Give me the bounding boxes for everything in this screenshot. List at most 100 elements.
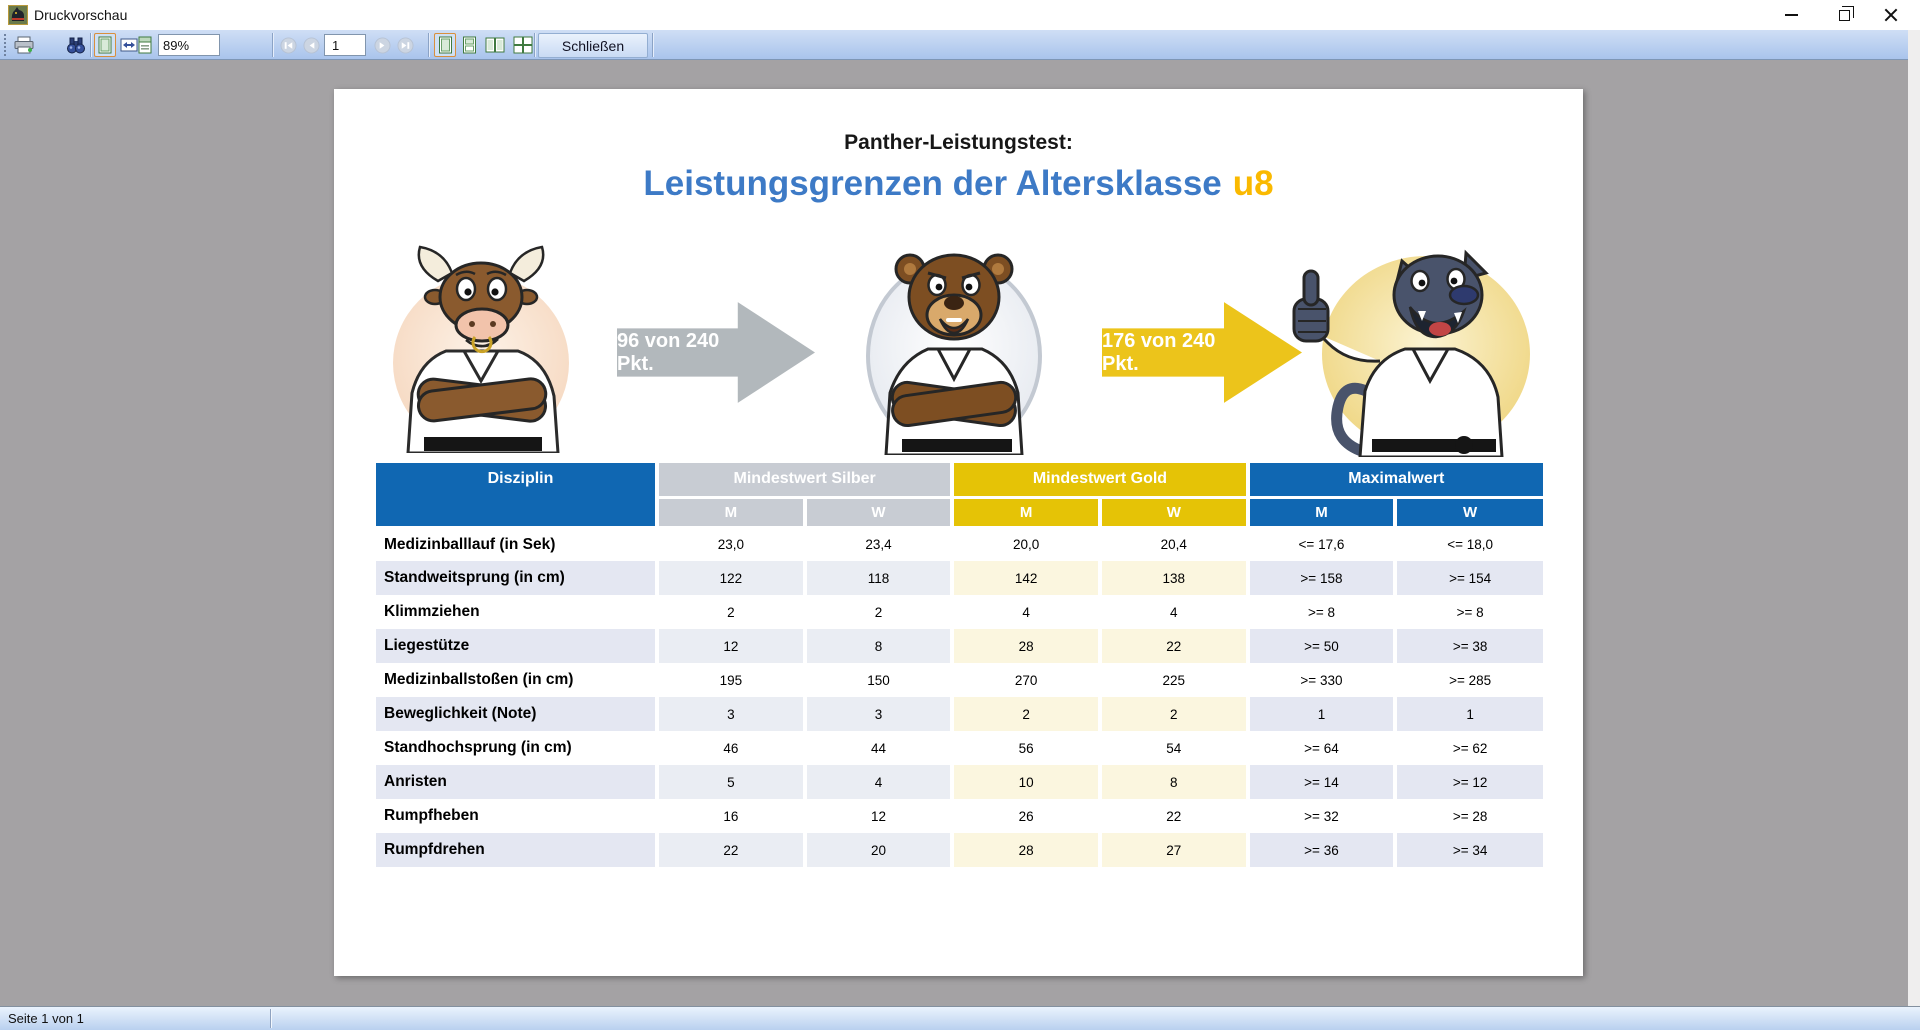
cell: >= 36 (1247, 833, 1398, 867)
cell: 20 (804, 833, 955, 867)
cell: 118 (804, 561, 955, 595)
cell: >= 34 (1395, 833, 1543, 867)
app-panther-icon (8, 5, 28, 25)
gold-points-label: 176 von 240 Pkt. (1102, 329, 1216, 375)
layout-two-pages-button[interactable] (458, 33, 480, 57)
table-row: Rumpfdrehen 22 20 28 27 >= 36 >= 34 (376, 833, 1543, 867)
first-page-icon (279, 36, 297, 54)
previous-page-button[interactable] (301, 33, 321, 57)
last-page-icon (396, 36, 414, 54)
bull-mascot-image (393, 245, 569, 453)
cell: 12 (657, 629, 807, 663)
table-row: Beweglichkeit (Note) 3 3 2 2 1 1 (376, 697, 1543, 731)
page-number-field[interactable]: 1 (324, 34, 366, 56)
cell: 22 (1099, 629, 1250, 663)
cell: >= 8 (1395, 595, 1543, 629)
print-button[interactable] (12, 33, 36, 57)
cell: >= 12 (1395, 765, 1543, 799)
row-label: Liegestütze (376, 629, 659, 663)
silver-points-arrow: 96 von 240 Pkt. (617, 300, 815, 405)
find-button[interactable] (64, 33, 88, 57)
cell: 8 (804, 629, 955, 663)
cell: >= 64 (1247, 731, 1398, 765)
cell: 4 (952, 595, 1102, 629)
row-label: Beweglichkeit (Note) (376, 697, 659, 731)
next-page-button[interactable] (372, 33, 392, 57)
group-header-gold: Mindestwert Gold (952, 463, 1250, 499)
subheader-max-w: W (1395, 497, 1543, 529)
zoom-whole-page-button[interactable] (94, 33, 116, 57)
zoom-level-field[interactable]: 89% (158, 34, 220, 56)
cell: 138 (1099, 561, 1250, 595)
table-row: Liegestütze 12 8 28 22 >= 50 >= 38 (376, 629, 1543, 663)
table-row: Standhochsprung (in cm) 46 44 56 54 >= 6… (376, 731, 1543, 765)
zoom-page-width-button[interactable] (118, 33, 140, 57)
toolbar: 89% 1 (0, 30, 1908, 60)
titlebar: Druckvorschau (0, 0, 1920, 30)
layout-one-page-button[interactable] (434, 33, 456, 57)
cell: 3 (657, 697, 807, 731)
document-page: Panther-Leistungstest: Leistungsgrenzen … (334, 89, 1583, 976)
cell: 26 (952, 799, 1102, 833)
close-window-button[interactable] (1868, 0, 1914, 30)
right-gutter (1908, 30, 1920, 1030)
row-label: Medizinballlauf (in Sek) (376, 527, 659, 561)
table-row: Klimmziehen 2 2 4 4 >= 8 >= 8 (376, 595, 1543, 629)
cell: 3 (804, 697, 955, 731)
restore-button[interactable] (1821, 0, 1867, 30)
subheader-gold-w: W (1099, 497, 1250, 529)
cell: 56 (952, 731, 1102, 765)
subheader-silber-m: M (657, 497, 807, 529)
document-title-main: Leistungsgrenzen der Altersklasse (643, 164, 1222, 203)
layout-four-pages-icon (513, 36, 533, 54)
table-row: Medizinballlauf (in Sek) 23,0 23,4 20,0 … (376, 527, 1543, 561)
cell: 1 (1247, 697, 1398, 731)
window-title: Druckvorschau (34, 7, 128, 23)
table-row: Standweitsprung (in cm) 122 118 142 138 … (376, 561, 1543, 595)
minimize-button[interactable] (1768, 0, 1814, 30)
cell: >= 158 (1247, 561, 1398, 595)
subheader-gold-m: M (952, 497, 1102, 529)
cell: 4 (1099, 595, 1250, 629)
last-page-button[interactable] (395, 33, 415, 57)
close-preview-button[interactable]: Schließen (538, 33, 648, 58)
cell: 20,0 (952, 527, 1102, 561)
zoom-custom-icon (138, 36, 152, 54)
restore-icon (1838, 5, 1854, 21)
cell: 28 (952, 833, 1102, 867)
document-title: Leistungsgrenzen der Altersklasse u8 (334, 164, 1583, 204)
cell: 5 (657, 765, 807, 799)
cell: <= 17,6 (1247, 527, 1398, 561)
cell: 2 (657, 595, 807, 629)
cell: 2 (804, 595, 955, 629)
cell: 2 (952, 697, 1102, 731)
cell: 4 (804, 765, 955, 799)
document-supertitle: Panther-Leistungstest: (844, 131, 1073, 154)
cell: 12 (804, 799, 955, 833)
cell: 122 (657, 561, 807, 595)
layout-side-by-side-icon (485, 37, 505, 53)
cell: 44 (804, 731, 955, 765)
col-header-disziplin: Disziplin (376, 463, 659, 529)
layout-four-pages-button[interactable] (510, 33, 536, 57)
gold-points-arrow: 176 von 240 Pkt. (1102, 300, 1302, 405)
subheader-max-m: M (1247, 497, 1398, 529)
layout-one-page-icon (438, 36, 452, 54)
first-page-button[interactable] (278, 33, 298, 57)
cell: 20,4 (1099, 527, 1250, 561)
cell: >= 154 (1395, 561, 1543, 595)
cell: 8 (1099, 765, 1250, 799)
group-header-maximalwert: Maximalwert (1247, 463, 1543, 499)
silver-points-label: 96 von 240 Pkt. (617, 329, 720, 375)
zoom-custom-button[interactable] (134, 33, 156, 57)
cell: 16 (657, 799, 807, 833)
binoculars-icon (67, 37, 85, 54)
cell: 150 (804, 663, 955, 697)
toolbar-grip[interactable] (4, 34, 6, 56)
cell: 27 (1099, 833, 1250, 867)
document-title-accent: u8 (1232, 164, 1274, 203)
cell: 54 (1099, 731, 1250, 765)
layout-side-by-side-button[interactable] (482, 33, 508, 57)
zoom-page-width-icon (120, 38, 138, 52)
